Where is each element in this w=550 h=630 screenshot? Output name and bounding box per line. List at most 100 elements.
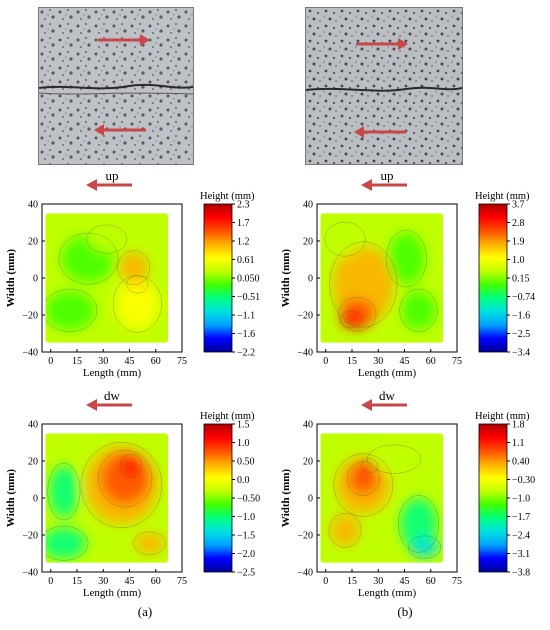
colorbar-tick-label: −1.6 <box>237 329 255 340</box>
y-tick-label: 0 <box>33 494 38 505</box>
caption-b: (b) <box>397 604 413 619</box>
x-tick-label: 15 <box>347 356 357 367</box>
colorbar-tick-label: −0.51 <box>237 292 260 303</box>
y-tick-label: 20 <box>28 237 38 248</box>
x-tick-label: 0 <box>323 356 328 367</box>
y-axis-label: Width (mm) <box>5 249 17 307</box>
colorbar-tick-label: −0.50 <box>237 494 260 505</box>
contour-plot-svg: up 0 15 30 45 60 75 40 20 0 −20 −40 Length (mm) Width… <box>280 168 535 379</box>
y-tick-label: 20 <box>303 237 313 248</box>
colorbar-tick-label: 3.7 <box>512 200 525 211</box>
height-map-panel-a-dw: dw 0 15 30 45 60 75 40 20 0 −20 −40 Length (mm) Width… <box>0 388 275 613</box>
arrow-left-icon <box>354 126 406 138</box>
height-map-panel-b-up: up 0 15 30 45 60 75 40 20 0 −20 −40 Length (mm) Width… <box>275 168 550 393</box>
colorbar-tick-label: 2.8 <box>512 218 525 229</box>
legend-title: Height (mm) <box>200 191 255 202</box>
specimen-photo-a <box>38 7 194 165</box>
contour-plot-svg: up 0 15 30 45 60 75 40 20 0 −20 −40 Length (mm) Width… <box>5 168 260 379</box>
colorbar-tick-label: 2.3 <box>237 200 250 211</box>
colorbar-tick-label: 1.8 <box>512 420 525 431</box>
colorbar-tick-label: −2.4 <box>512 531 530 542</box>
colorbar-tick-label: −1.7 <box>512 512 530 523</box>
x-axis-label: Length (mm) <box>358 367 417 379</box>
y-tick-label: −40 <box>297 348 313 359</box>
colorbar-tick-label: −0.30 <box>512 475 535 486</box>
height-surface <box>320 213 443 343</box>
colorbar-tick-label: 1.5 <box>237 420 250 431</box>
x-tick-label: 30 <box>98 576 108 587</box>
colorbar-tick-label: −3.8 <box>512 568 530 579</box>
x-tick-label: 0 <box>48 576 53 587</box>
x-tick-label: 45 <box>125 576 135 587</box>
x-tick-label: 0 <box>48 356 53 367</box>
y-axis-label: Width (mm) <box>280 249 292 307</box>
direction-arrow-icon <box>361 399 407 411</box>
colorbar-tick-label: 1.7 <box>237 218 250 229</box>
arrow-left-icon <box>94 124 146 136</box>
direction-label: dw <box>104 390 121 403</box>
y-axis-label: Width (mm) <box>280 469 292 527</box>
x-tick-label: 75 <box>177 576 187 587</box>
colorbar-tick-label: −0.74 <box>512 292 535 303</box>
legend-title: Height (mm) <box>475 411 530 422</box>
x-axis-label: Length (mm) <box>358 587 417 599</box>
colorbar-tick-label: 1.9 <box>512 237 525 248</box>
x-tick-label: 30 <box>373 356 383 367</box>
x-tick-label: 75 <box>452 576 462 587</box>
x-axis-label: Length (mm) <box>83 587 142 599</box>
x-tick-label: 60 <box>151 576 161 587</box>
colorbar-tick-label: −3.4 <box>512 348 530 359</box>
y-tick-label: 40 <box>28 200 38 211</box>
colorbar-tick-label: −3.1 <box>512 549 530 560</box>
y-tick-label: 0 <box>308 494 313 505</box>
y-tick-label: −20 <box>22 311 38 322</box>
height-map-panel-b-dw: dw 0 15 30 45 60 75 40 20 0 −20 −40 Length (mm) Width… <box>275 388 550 613</box>
y-tick-label: −40 <box>22 568 38 579</box>
colorbar-tick-label: −1.0 <box>237 512 255 523</box>
y-tick-label: 0 <box>308 274 313 285</box>
x-tick-label: 30 <box>373 576 383 587</box>
x-tick-label: 75 <box>177 356 187 367</box>
y-tick-label: 40 <box>303 200 313 211</box>
x-tick-label: 30 <box>98 356 108 367</box>
colorbar <box>203 423 233 573</box>
colorbar-tick-label: −2.5 <box>237 568 255 579</box>
colorbar-tick-label: 0.40 <box>512 457 530 468</box>
direction-label: dw <box>379 390 396 403</box>
colorbar-tick-label: 0.050 <box>237 274 260 285</box>
legend-title: Height (mm) <box>475 191 530 202</box>
direction-label: up <box>106 170 119 183</box>
colorbar-tick-label: −1.0 <box>512 494 530 505</box>
x-tick-label: 60 <box>151 356 161 367</box>
y-tick-label: 20 <box>28 457 38 468</box>
y-tick-label: −40 <box>22 348 38 359</box>
height-map-panel-a-up: up 0 15 30 45 60 75 40 20 0 −20 −40 Length (mm) Width… <box>0 168 275 393</box>
colorbar-tick-label: 0.0 <box>237 475 250 486</box>
direction-arrow-icon <box>361 179 407 191</box>
arrow-right-icon <box>356 38 408 50</box>
y-axis-label: Width (mm) <box>5 469 17 527</box>
y-tick-label: −20 <box>297 311 313 322</box>
colorbar-tick-label: −1.6 <box>512 311 530 322</box>
colorbar-tick-label: −1.1 <box>237 311 255 322</box>
colorbar-tick-label: 0.15 <box>512 274 530 285</box>
contour-plot-svg: dw 0 15 30 45 60 75 40 20 0 −20 −40 Length (mm) Width… <box>280 388 535 599</box>
arrow-right-icon <box>98 34 150 46</box>
direction-arrow-icon <box>86 399 132 411</box>
x-tick-label: 0 <box>323 576 328 587</box>
contour-plot-svg: dw 0 15 30 45 60 75 40 20 0 −20 −40 Length (mm) Width… <box>5 388 260 599</box>
height-surface <box>45 433 168 563</box>
colorbar-tick-label: 1.0 <box>237 438 250 449</box>
y-tick-label: −20 <box>22 531 38 542</box>
x-tick-label: 15 <box>347 576 357 587</box>
x-tick-label: 75 <box>452 356 462 367</box>
specimen-photo-b <box>305 7 463 165</box>
x-tick-label: 45 <box>400 356 410 367</box>
direction-label: up <box>381 170 394 183</box>
y-tick-label: 40 <box>303 420 313 431</box>
colorbar-tick-label: 1.2 <box>237 237 250 248</box>
x-axis-label: Length (mm) <box>83 367 142 379</box>
y-tick-label: 0 <box>33 274 38 285</box>
y-tick-label: 40 <box>28 420 38 431</box>
x-tick-label: 60 <box>426 576 436 587</box>
